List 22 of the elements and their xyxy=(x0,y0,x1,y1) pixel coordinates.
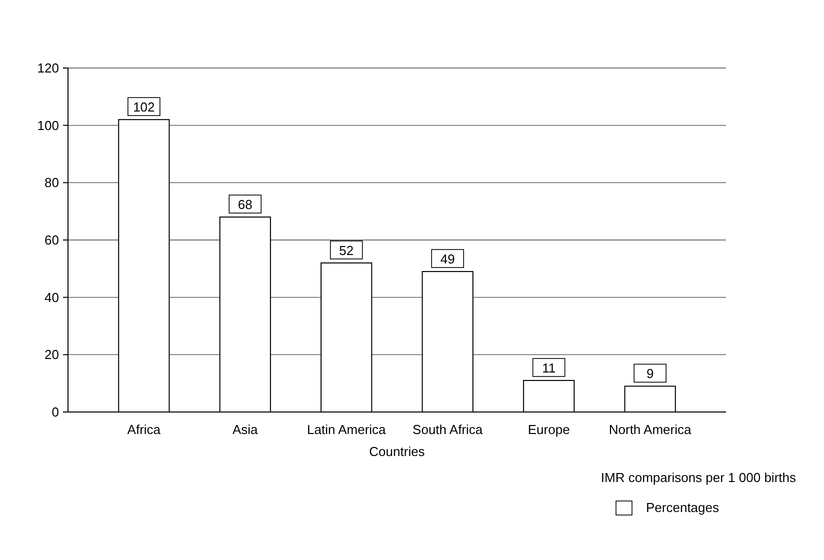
x-tick-label: Africa xyxy=(127,422,162,437)
y-tick-label: 20 xyxy=(44,347,59,362)
text: IMR comparisons per 1 000 births xyxy=(600,470,796,485)
x-tick-label: Asia xyxy=(232,422,259,437)
x-tick-label: Latin America xyxy=(307,422,387,437)
data-label: 11 xyxy=(542,360,556,376)
y-tick-label: 100 xyxy=(37,118,59,133)
x-tick-label: Europe xyxy=(528,422,570,437)
y-tick-label: 40 xyxy=(44,290,59,305)
data-label: 9 xyxy=(646,366,654,382)
y-tick-label: 0 xyxy=(52,404,59,420)
y-tick-label: 60 xyxy=(44,232,59,248)
x-axis-title: Countries xyxy=(369,444,426,459)
data-label: 49 xyxy=(440,252,455,267)
legend-label: Percentages xyxy=(646,500,720,515)
x-tick-label: South Africa xyxy=(412,422,484,437)
y-tick-label: 80 xyxy=(44,175,59,190)
data-label: 102 xyxy=(133,100,155,115)
y-tick-label: 120 xyxy=(37,60,59,76)
data-label: 68 xyxy=(238,197,252,212)
data-label: 52 xyxy=(339,242,354,258)
x-tick-label: North America xyxy=(608,422,692,437)
